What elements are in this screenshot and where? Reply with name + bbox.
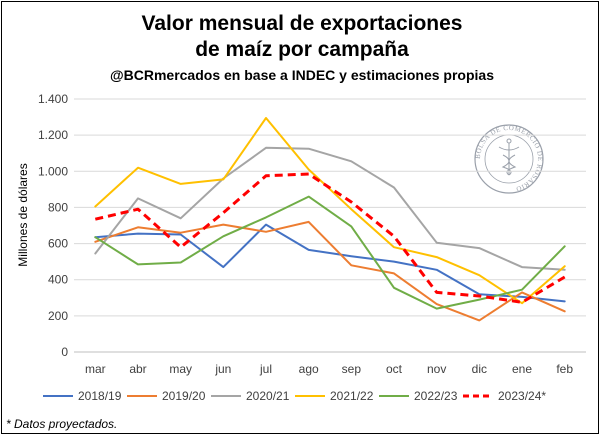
x-tick-label: ago	[299, 362, 319, 376]
legend-label: 2022/23	[414, 389, 458, 403]
x-tick-label: nov	[427, 362, 446, 376]
chart-subtitle: @BCRmercados en base a INDEC y estimacio…	[110, 67, 494, 83]
x-tick-label: oct	[386, 362, 403, 376]
legend-label: 2020/21	[246, 389, 290, 403]
series-line	[94, 220, 566, 322]
chart-title-line1: Valor mensual de exportaciones	[142, 12, 463, 35]
legend: 2018/19 2019/20 2020/21 2021/22 2022/23 2023/…	[43, 389, 546, 403]
legend-label: 2021/22	[330, 389, 374, 403]
bcr-seal-watermark: BOLSA DE COMERCIO DE ROSARIO	[474, 124, 544, 194]
series-lines	[94, 117, 566, 322]
series-line	[94, 172, 566, 304]
y-tick-label: 400	[48, 273, 68, 287]
footnote: * Datos proyectados.	[6, 417, 117, 431]
y-tick-label: 200	[48, 309, 68, 323]
y-tick-label: 1.200	[38, 128, 68, 142]
legend-label: 2019/20	[162, 389, 206, 403]
y-axis-label: Millones de dólares	[16, 163, 30, 266]
series-line	[94, 117, 566, 305]
legend-label: 2018/19	[78, 389, 122, 403]
x-tick-label: abr	[129, 362, 146, 376]
x-tick-label: sep	[342, 362, 362, 376]
x-tick-label: ene	[512, 362, 532, 376]
y-tick-label: 600	[48, 237, 68, 251]
y-tick-label: 1.400	[38, 92, 68, 106]
x-tick-label: may	[169, 362, 192, 376]
x-tick-label: jun	[214, 362, 231, 376]
legend-label: 2023/24*	[498, 389, 546, 403]
series-line	[94, 146, 566, 271]
y-axis-ticks: 0 200 400 600 800 1.000 1.200 1.400	[38, 92, 68, 359]
y-tick-label: 1.000	[38, 164, 68, 178]
x-tick-label: feb	[556, 362, 573, 376]
y-tick-label: 0	[61, 345, 68, 359]
x-axis-ticks: mar abr may jun jul ago sep oct nov dic ene feb	[85, 362, 573, 376]
x-tick-label: dic	[472, 362, 487, 376]
x-tick-label: mar	[85, 362, 106, 376]
series-line	[94, 223, 566, 303]
chart-title-line2: de maíz por campaña	[195, 38, 409, 61]
gridlines	[74, 98, 586, 353]
y-tick-label: 800	[48, 200, 68, 214]
caduceus-icon	[498, 138, 520, 176]
x-tick-label: jul	[259, 362, 272, 376]
